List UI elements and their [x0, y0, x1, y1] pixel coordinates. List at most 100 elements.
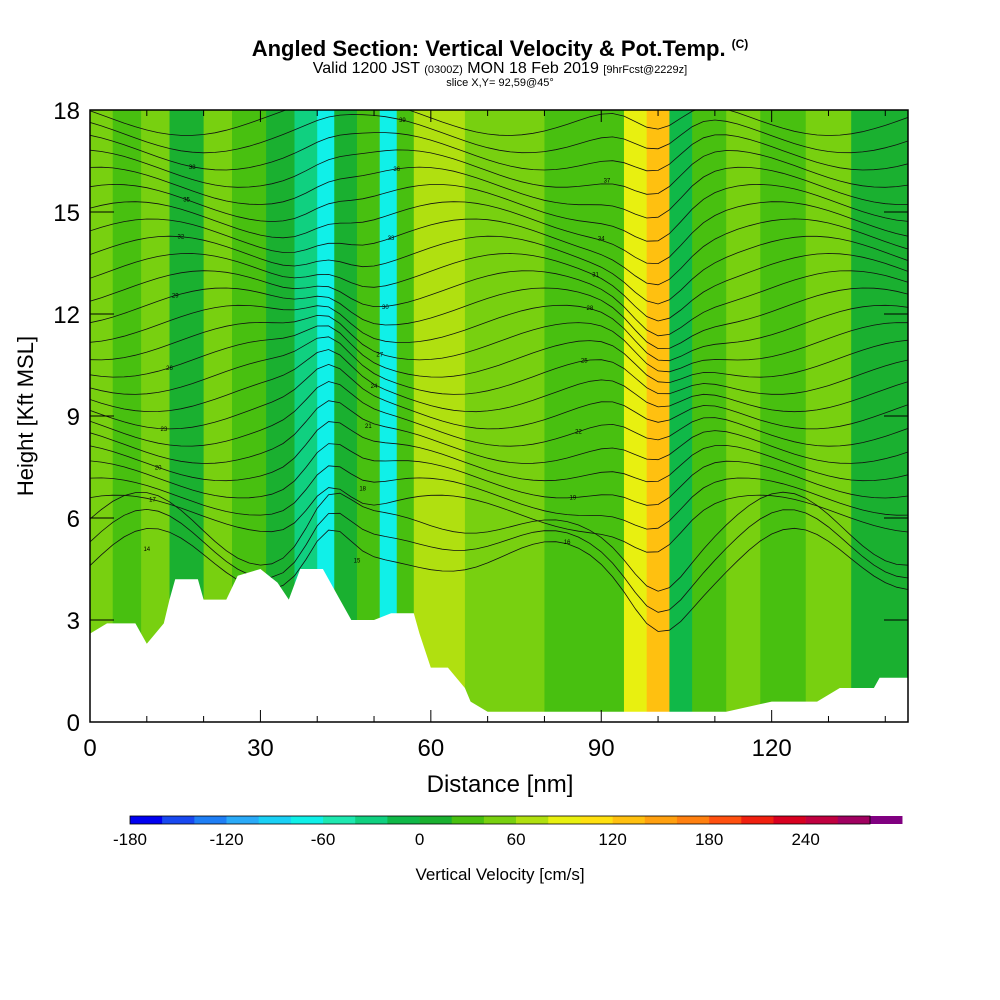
chart-title-text: Angled Section: Vertical Velocity & Pot.…	[251, 36, 726, 61]
theta-contour-label: 24	[371, 384, 378, 390]
theta-contour-label: 18	[359, 486, 366, 492]
theta-contour-label: 16	[564, 540, 571, 546]
x-tick-label: 120	[752, 735, 792, 762]
theta-contour-label: 17	[149, 498, 156, 504]
colorbar-swatch	[258, 816, 292, 824]
y-tick-label: 0	[67, 710, 80, 737]
colorbar-tick-label: 180	[695, 830, 723, 849]
y-tick-label: 18	[53, 98, 80, 125]
chart-title-tag: (C)	[731, 37, 749, 51]
x-tick-label: 90	[588, 735, 615, 762]
colorbar-swatch	[709, 816, 742, 824]
colorbar-swatch	[130, 816, 163, 824]
x-axis-label: Distance [nm]	[427, 771, 574, 798]
axis-ticks	[89, 109, 908, 723]
theta-contour-line	[90, 235, 908, 305]
theta-contour-label: 23	[161, 427, 168, 433]
colorbar-swatch	[162, 816, 195, 824]
valid-fcst: [9hrFcst@2229z]	[603, 64, 688, 76]
theta-contour-label: 25	[581, 359, 588, 365]
theta-contour-line	[90, 149, 908, 195]
velocity-band	[356, 110, 381, 722]
theta-contour-line	[90, 304, 908, 362]
theta-contour-label: 21	[365, 424, 372, 430]
x-tick-label: 30	[247, 735, 274, 762]
x-tick-label: 60	[417, 735, 444, 762]
theta-contour-line	[90, 253, 908, 322]
colorbar-swatch	[226, 816, 259, 824]
x-tick-label: 0	[83, 735, 96, 762]
valid-z: (0300Z)	[424, 64, 463, 76]
colorbar-swatch	[355, 816, 388, 824]
theta-contour-label: 38	[189, 165, 196, 171]
theta-contour-label: 32	[178, 235, 185, 241]
chart-slice-line: slice X,Y= 92,59@45°	[446, 77, 554, 89]
theta-contour-line	[90, 218, 908, 286]
theta-contour-label: 22	[575, 429, 582, 435]
colorbar-swatch	[837, 816, 871, 824]
colorbar-swatch	[580, 816, 613, 824]
x-tick-labels: 0 30 60 90 120	[83, 735, 791, 762]
velocity-band	[760, 110, 807, 722]
colorbar-tick-label: -120	[210, 830, 244, 849]
terrain-mask	[90, 569, 908, 722]
theta-contour-label: 34	[598, 236, 605, 242]
theta-contour-line	[90, 325, 908, 384]
theta-contour-label: 20	[155, 465, 162, 471]
theta-contour-line	[90, 443, 908, 506]
colorbar-swatch	[805, 816, 839, 824]
y-tick-labels: 0 3 6 9 12 15 18	[53, 98, 80, 737]
colorbar-swatch	[451, 816, 485, 824]
theta-contour-label: 39	[399, 118, 406, 124]
colorbar-swatch	[516, 816, 549, 824]
velocity-band	[578, 110, 625, 722]
colorbar-swatch	[644, 816, 678, 824]
colorbar-label: Vertical Velocity [cm/s]	[415, 865, 584, 884]
velocity-band	[692, 110, 727, 722]
velocity-band	[334, 110, 358, 722]
colorbar-swatch	[676, 816, 710, 824]
colorbar-tick-label: 120	[598, 830, 626, 849]
theta-contour-line	[90, 400, 908, 464]
theta-contours: 14 15 16 17 18 19 20 21 22 23 24 25 26 27 28 29 30 31 32 33…	[90, 110, 908, 632]
theta-contour-line	[90, 527, 908, 632]
chart-valid-line: Valid 1200 JST (0300Z) MON 18 Feb 2019 […	[0, 60, 1000, 78]
theta-contour-line	[90, 349, 908, 413]
colorbar-tick-label: 240	[791, 830, 819, 849]
theta-contour-label: 26	[166, 366, 173, 372]
colorbar-tick-labels: -180 -120 -60 0 60 120 180 240	[113, 830, 820, 849]
theta-contour-line	[90, 270, 908, 337]
theta-contour-line	[90, 201, 908, 265]
y-tick-label: 12	[53, 302, 80, 329]
theta-contour-line	[90, 287, 908, 350]
y-tick-label: 9	[67, 404, 80, 431]
valid-prefix: Valid 1200 JST	[312, 60, 420, 77]
velocity-band	[413, 110, 466, 722]
y-tick-label: 3	[67, 608, 80, 635]
theta-contour-line	[90, 421, 908, 483]
colorbar-swatch	[870, 816, 903, 824]
colorbar-swatch	[773, 816, 806, 824]
theta-contour-line	[90, 110, 908, 136]
velocity-band	[669, 110, 693, 722]
y-tick-label: 6	[67, 506, 80, 533]
colorbar-tick-label: 0	[415, 830, 424, 849]
theta-contour-label: 15	[354, 559, 361, 565]
theta-contour-label: 27	[376, 353, 383, 359]
colorbar-swatch	[323, 816, 356, 824]
colorbar-swatch	[612, 816, 646, 824]
theta-contour-label: 31	[592, 273, 599, 279]
terrain	[90, 569, 908, 722]
colorbar-swatch	[290, 816, 324, 824]
theta-contour-label: 14	[143, 547, 150, 553]
theta-contour-line	[90, 114, 908, 154]
theta-contour-label: 36	[393, 167, 400, 173]
velocity-band	[379, 110, 398, 722]
colorbar-tick-label: -180	[113, 830, 147, 849]
colorbar-swatch	[419, 816, 453, 824]
theta-contour-line	[90, 336, 908, 395]
colorbar-swatch	[483, 816, 517, 824]
velocity-band	[510, 110, 545, 722]
velocity-band	[726, 110, 761, 722]
